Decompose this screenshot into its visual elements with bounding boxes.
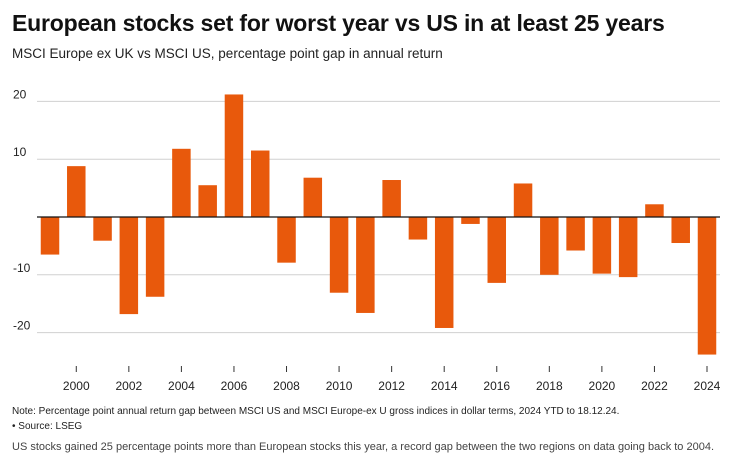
bar-2012 — [382, 180, 401, 217]
bar-2014 — [434, 217, 454, 328]
bar-2019 — [566, 217, 585, 251]
y-tick-labels: 20 10 -10 -20 — [13, 87, 31, 332]
bar-2001 — [93, 217, 112, 241]
caption: US stocks gained 25 percentage points mo… — [12, 441, 715, 453]
x-tick-label: 2004 — [168, 379, 195, 393]
bar-2008 — [277, 217, 296, 263]
bar-2010 — [329, 217, 349, 293]
footnote: Note: Percentage point annual return gap… — [12, 406, 620, 417]
chart-subtitle: MSCI Europe ex UK vs MSCI US, percentage… — [12, 46, 443, 61]
x-tick-label: 2018 — [536, 379, 563, 393]
y-tick-label: 10 — [13, 145, 27, 159]
x-tick-label: 2020 — [589, 379, 616, 393]
bar-2013 — [408, 217, 428, 240]
y-tick-label: 20 — [13, 87, 27, 101]
x-tick-label: 2002 — [115, 379, 142, 393]
bar-2024 — [697, 217, 717, 355]
x-tick-label: 2006 — [221, 379, 248, 393]
x-tick-label: 2024 — [694, 379, 721, 393]
bar-2003 — [145, 217, 165, 297]
bars — [40, 94, 717, 355]
bar-2021 — [618, 217, 638, 278]
bar-2020 — [592, 217, 612, 274]
bar-2016 — [487, 217, 507, 283]
bar-2004 — [172, 148, 191, 217]
x-tick-label: 2022 — [641, 379, 668, 393]
bar-2011 — [356, 217, 375, 313]
bar-2018 — [540, 217, 559, 275]
bar-2000 — [67, 166, 86, 217]
bar-2005 — [198, 185, 217, 217]
x-ticks: 2000 2002 2004 2006 2008 2010 2012 2014 2016 2018… — [63, 366, 721, 393]
bar-2002 — [119, 217, 139, 315]
bar-2007 — [250, 150, 270, 217]
bar-1999 — [40, 217, 60, 255]
x-tick-label: 2010 — [326, 379, 353, 393]
x-tick-label: 2016 — [483, 379, 510, 393]
source-line: • Source: LSEG — [12, 421, 83, 432]
bar-2006 — [224, 94, 244, 217]
bar-2015 — [461, 217, 480, 224]
chart-title: European stocks set for worst year vs US… — [12, 10, 665, 36]
x-tick-label: 2000 — [63, 379, 90, 393]
x-tick-label: 2008 — [273, 379, 300, 393]
x-tick-label: 2012 — [378, 379, 405, 393]
bar-2023 — [671, 217, 690, 244]
x-tick-label: 2014 — [431, 379, 458, 393]
y-tick-label: -10 — [13, 261, 31, 275]
bar-2022 — [645, 204, 664, 217]
y-tick-label: -20 — [13, 319, 31, 333]
bar-2017 — [513, 183, 533, 217]
bar-2009 — [303, 177, 323, 217]
bar-chart: 2010-10-20 2000 2002 2004 2006 2008 2010 2012 2… — [13, 87, 721, 393]
